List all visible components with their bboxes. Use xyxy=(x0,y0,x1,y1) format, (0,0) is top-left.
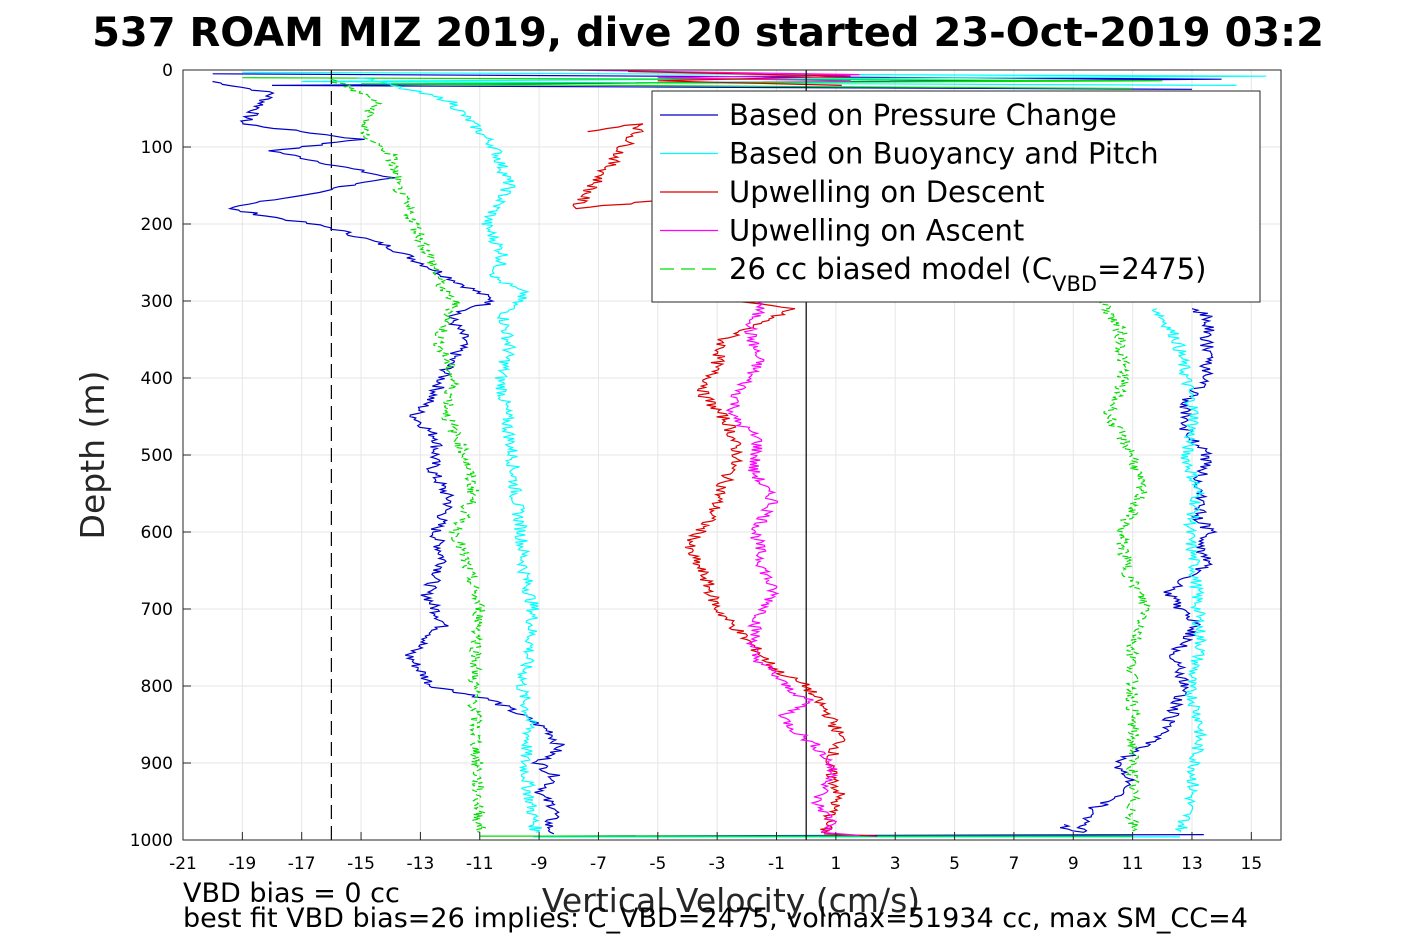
legend-entry: Upwelling on Ascent xyxy=(729,214,1024,248)
y-tick-label: 200 xyxy=(141,215,173,235)
x-tick-label: -21 xyxy=(169,854,197,874)
chart-title: 537 ROAM MIZ 2019, dive 20 started 23-Oc… xyxy=(92,10,1324,56)
y-tick-label: 700 xyxy=(141,600,173,620)
x-tick-label: -1 xyxy=(768,854,785,874)
series-group xyxy=(212,70,1267,840)
legend-subscript: VBD xyxy=(1052,272,1097,296)
x-tick-label: 5 xyxy=(949,854,960,874)
legend-box xyxy=(651,90,1261,303)
y-tick-label: 100 xyxy=(141,138,173,158)
surface-spike-line xyxy=(628,70,851,86)
series-line-buoyancy-ascent xyxy=(1151,308,1209,833)
series-line-model-descent xyxy=(330,78,487,833)
y-axis-label: Depth (m) xyxy=(73,371,112,540)
bottom-turn-line xyxy=(820,831,860,836)
y-tick-label: 900 xyxy=(141,754,173,774)
x-tick-label: 3 xyxy=(890,854,901,874)
axes: -21 -19 -17 -15 -13 -11 -9 -7 -5 -3 -1 1 3 5 7 9 11 13 150… xyxy=(130,61,1282,874)
plot-area xyxy=(212,70,1267,840)
y-tick-label: 600 xyxy=(141,523,173,543)
x-tick-label: 13 xyxy=(1181,854,1203,874)
y-tick-label: 0 xyxy=(162,61,173,81)
x-tick-label: -11 xyxy=(466,854,494,874)
x-tick-label: -19 xyxy=(228,854,256,874)
legend: Based on Pressure Change Based on Buoyanc… xyxy=(651,90,1261,303)
series-line-pressure-descent xyxy=(212,80,565,835)
series-line-pressure-ascent xyxy=(1059,308,1218,833)
x-tick-label: 1 xyxy=(830,854,841,874)
x-axis-label: Vertical Velocity (cm/s) xyxy=(542,881,920,920)
x-tick-label: 15 xyxy=(1241,854,1263,874)
legend-entry: Based on Pressure Change xyxy=(729,98,1117,132)
footer-best-fit: best fit VBD bias=26 implies: C_VBD=2475… xyxy=(183,903,1248,934)
series-line-upwelling-ascent xyxy=(725,300,839,833)
x-tick-label: 11 xyxy=(1122,854,1144,874)
x-tick-label: 9 xyxy=(1068,854,1079,874)
surface-spike-line xyxy=(568,70,860,82)
x-tick-label: -17 xyxy=(288,854,316,874)
footer-vbd-bias: VBD bias = 0 cc xyxy=(183,878,400,909)
y-tick-label: 400 xyxy=(141,369,173,389)
legend-entry-tail: =2475) xyxy=(1097,252,1206,286)
x-tick-label: -5 xyxy=(649,854,666,874)
x-tick-label: 7 xyxy=(1009,854,1020,874)
x-tick-label: -13 xyxy=(407,854,435,874)
x-tick-label: -9 xyxy=(531,854,548,874)
x-tick-label: -3 xyxy=(709,854,726,874)
legend-entry: Based on Buoyancy and Pitch xyxy=(729,137,1159,171)
y-tick-label: 800 xyxy=(141,677,173,697)
x-tick-label: -7 xyxy=(590,854,607,874)
y-tick-label: 1000 xyxy=(130,831,173,851)
x-tick-label: -15 xyxy=(347,854,375,874)
series-line-buoyancy-descent xyxy=(357,77,542,833)
y-tick-label: 300 xyxy=(141,292,173,312)
y-tick-label: 500 xyxy=(141,446,173,466)
legend-entry: Upwelling on Descent xyxy=(729,175,1045,209)
